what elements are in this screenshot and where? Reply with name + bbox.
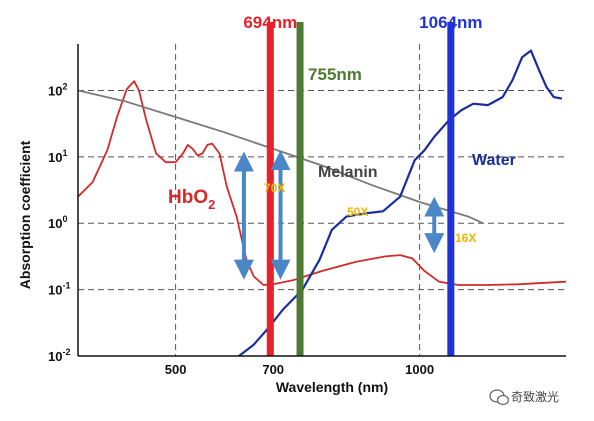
- ratio-label: 70X: [264, 181, 285, 195]
- series-hbo2-line: [78, 80, 566, 286]
- ratio-label: 16X: [455, 231, 476, 245]
- wechat-icon: [489, 389, 510, 406]
- series-label-melanin: Melanin: [318, 164, 378, 181]
- laser-bar-1064nm: [447, 22, 455, 356]
- x-tick-label: 700: [262, 362, 284, 377]
- y-axis-title: Absorption coefficient: [17, 140, 33, 289]
- series-label-water: Water: [472, 152, 516, 169]
- laser-label-755nm: 755nm: [308, 65, 362, 84]
- x-axis-title: Wavelength (nm): [276, 379, 388, 395]
- watermark: 奇致激光: [489, 389, 559, 406]
- x-tick-label: 1000: [405, 362, 434, 377]
- series-label-hbo2: HbO2: [168, 187, 215, 212]
- ratio-arrows: [233, 150, 445, 280]
- ratio-label: 50X: [347, 205, 368, 219]
- laser-bar-755nm: [296, 22, 304, 356]
- axes: [77, 44, 566, 357]
- laser-bar-694nm: [266, 22, 274, 356]
- laser-lines: [266, 22, 455, 356]
- wechat-icon-bubble-small: [496, 394, 510, 406]
- laser-label-694nm: 694nm: [243, 13, 297, 32]
- watermark-text: 奇致激光: [511, 390, 559, 404]
- x-tick-label: 500: [165, 362, 187, 377]
- laser-label-1064nm: 1064nm: [419, 13, 482, 32]
- series-water-line: [237, 49, 563, 356]
